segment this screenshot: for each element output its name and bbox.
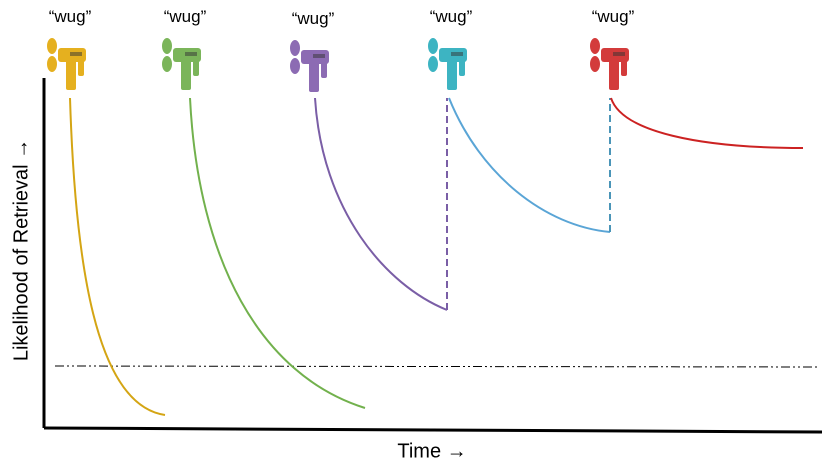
word-label: “wug” <box>592 7 635 26</box>
x-axis <box>44 428 822 432</box>
forgetting-curve <box>190 98 365 408</box>
object-icon <box>162 38 201 90</box>
word-label: “wug” <box>292 9 335 28</box>
y-axis-label: Likelihood of Retrieval → <box>10 139 32 361</box>
word-label: “wug” <box>49 7 92 26</box>
x-axis-label: Time → <box>397 440 466 462</box>
word-label: “wug” <box>430 7 473 26</box>
threshold-line <box>55 366 820 367</box>
diagram: “wug” “wug” “wug” “wug” “wug” Time → Lik… <box>0 0 823 464</box>
forgetting-curve <box>70 98 165 415</box>
forgetting-curve <box>449 98 610 232</box>
word-label: “wug” <box>164 7 207 26</box>
object-icon <box>47 38 86 90</box>
forgetting-curve <box>315 98 447 310</box>
forgetting-curve <box>611 98 803 148</box>
object-icon <box>590 38 629 90</box>
object-icon <box>428 38 467 90</box>
object-icon <box>290 40 329 92</box>
